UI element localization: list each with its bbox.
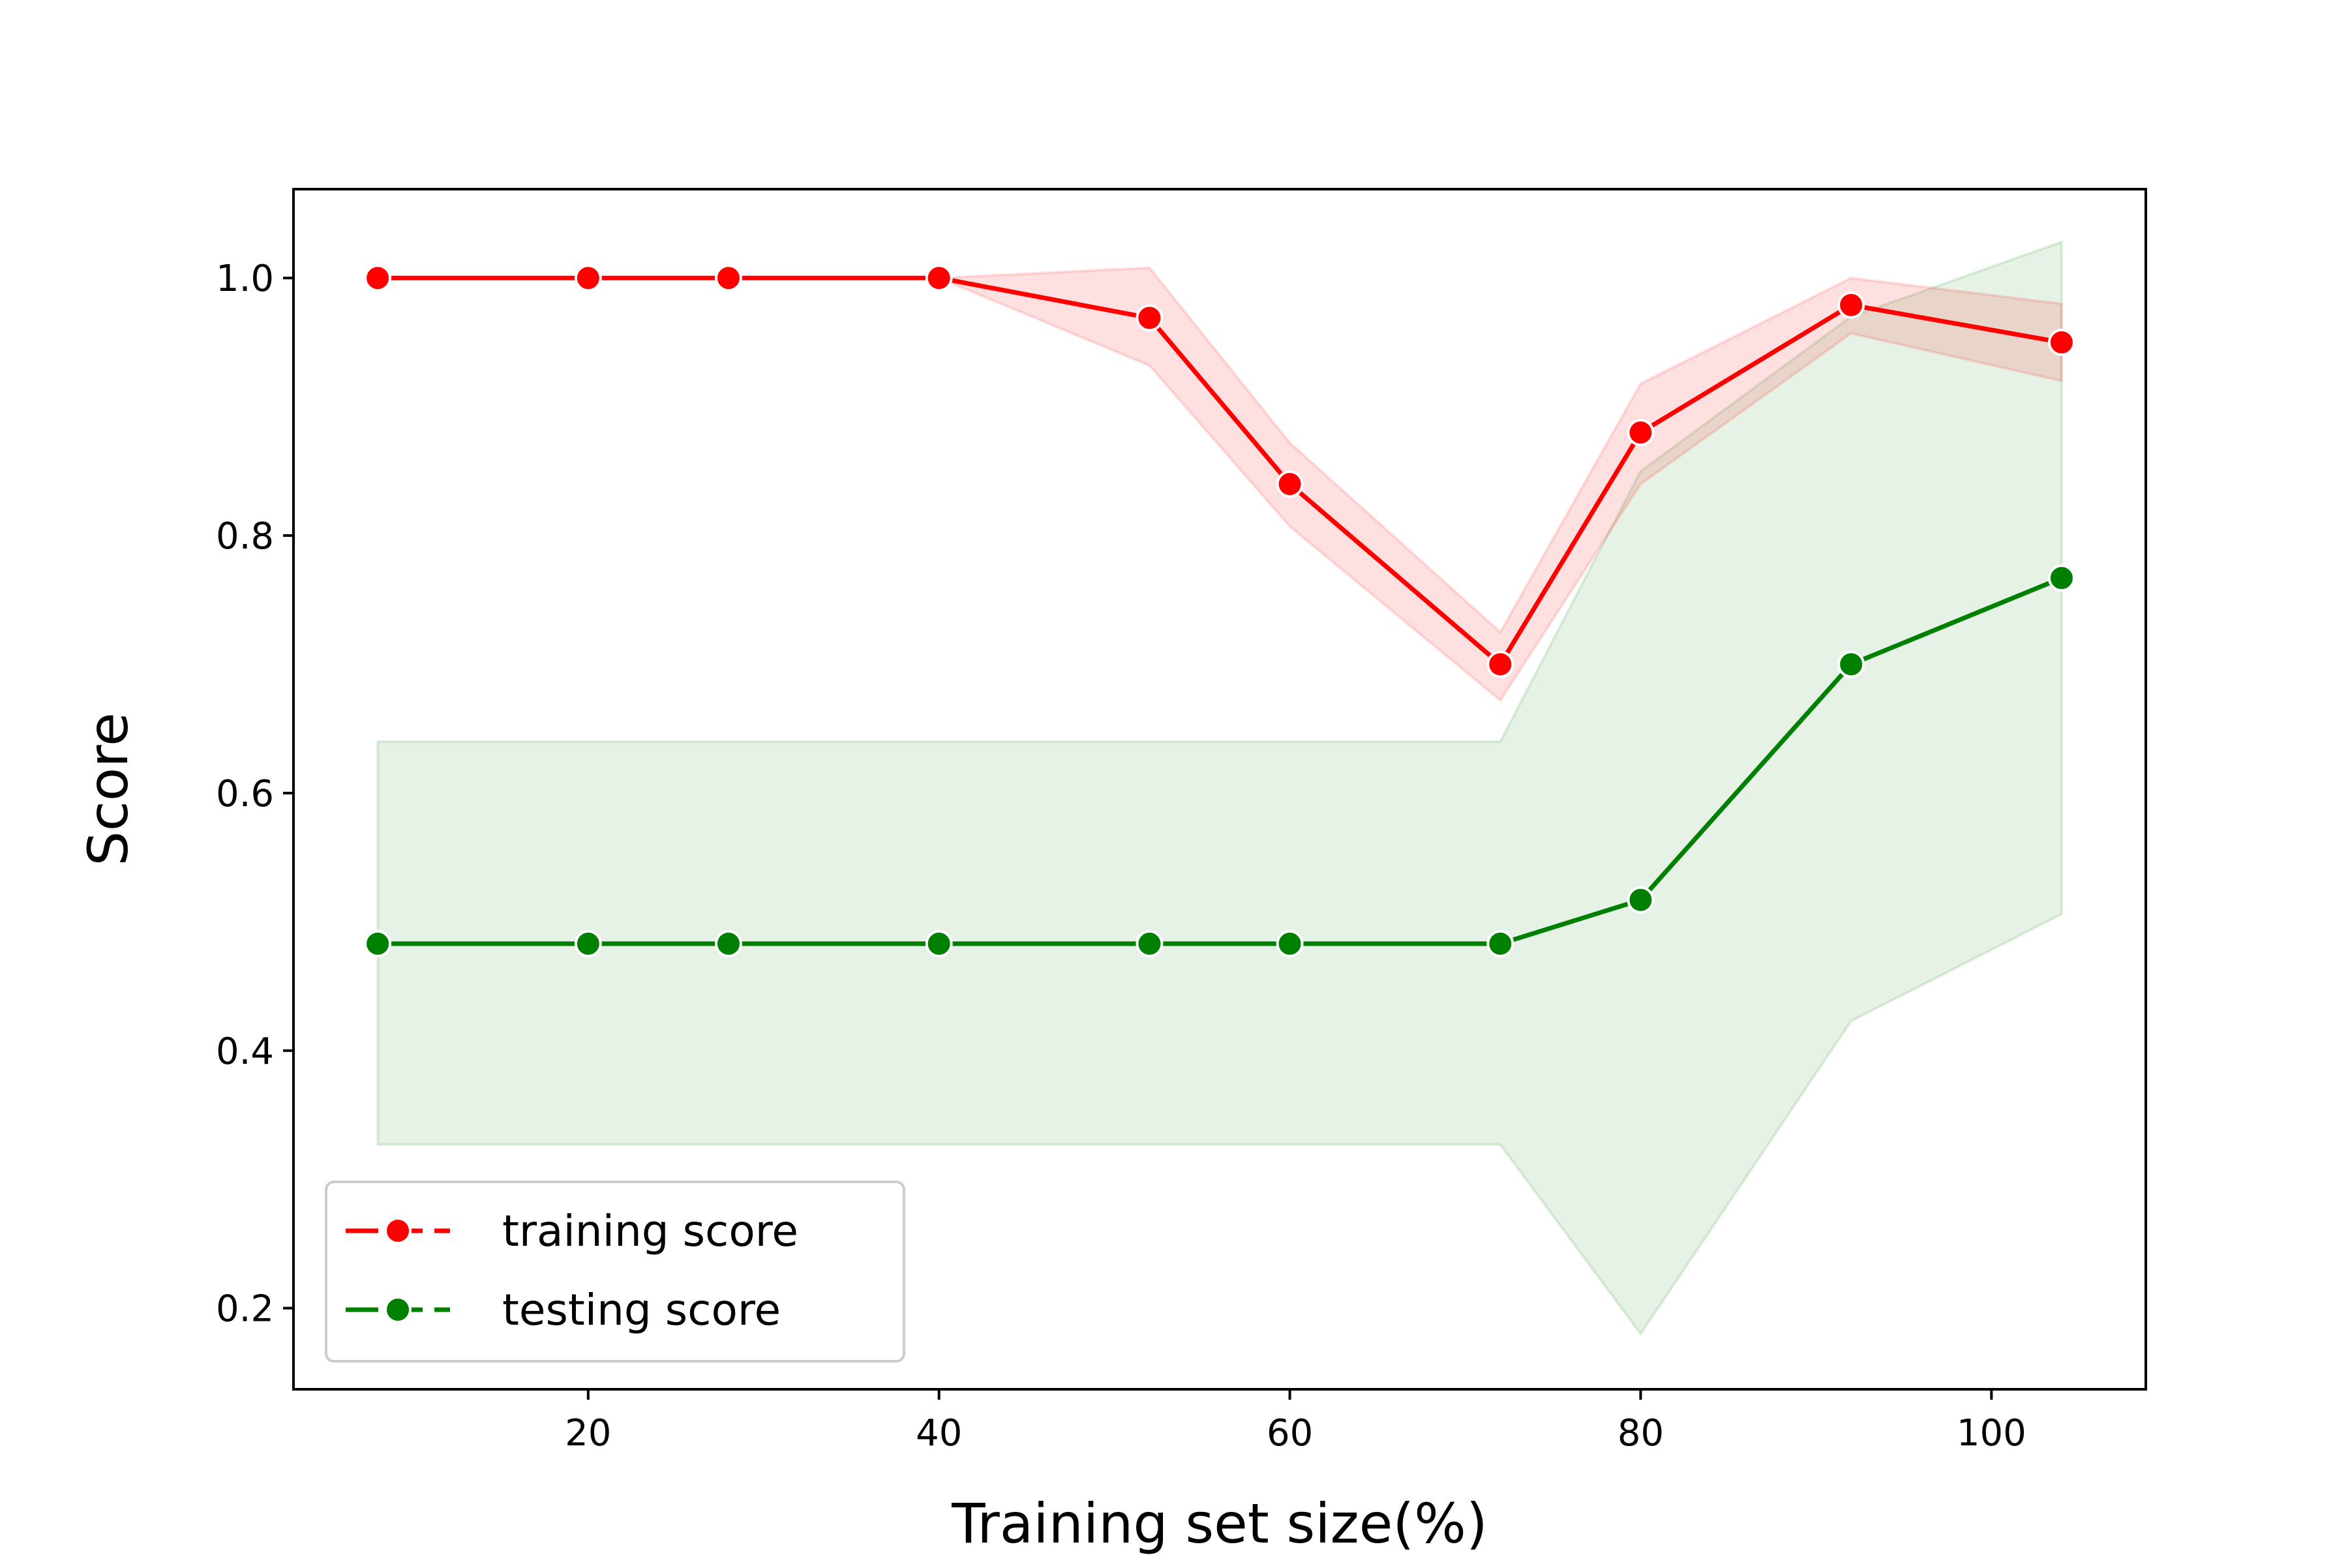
- y-axis-label: Score: [76, 712, 140, 866]
- point-training: [1627, 419, 1655, 447]
- legend-label-testing: testing score: [502, 1285, 781, 1335]
- x-tick-label: 60: [1267, 1412, 1313, 1455]
- point-testing: [1627, 886, 1655, 914]
- point-testing: [1486, 929, 1514, 957]
- x-tick-label: 100: [1957, 1412, 2026, 1455]
- series-markers: [364, 264, 2075, 957]
- point-testing: [364, 929, 392, 957]
- point-training: [364, 264, 392, 292]
- point-testing: [574, 929, 602, 957]
- legend-box: [325, 1181, 905, 1363]
- point-testing: [1276, 929, 1304, 957]
- x-tick-label: 20: [565, 1412, 611, 1455]
- series-lines: [378, 275, 2063, 946]
- point-training: [1486, 650, 1514, 678]
- y-tick-label: 0.8: [216, 515, 274, 558]
- y-tick-label: 0.4: [216, 1031, 274, 1073]
- y-tick-label: 0.2: [216, 1288, 274, 1331]
- line-testing: [378, 575, 2063, 946]
- point-training: [714, 264, 742, 292]
- legend-label-training: training score: [502, 1206, 798, 1256]
- x-axis-label: Training set size(%): [951, 1492, 1487, 1556]
- point-testing: [1136, 929, 1164, 957]
- point-training: [925, 264, 953, 292]
- point-training: [1276, 470, 1304, 498]
- band-testing: [376, 240, 2063, 1336]
- point-training: [2047, 328, 2075, 356]
- legend-marker-testing: [384, 1296, 412, 1323]
- point-testing: [714, 929, 742, 957]
- y-tick-label: 0.6: [216, 773, 274, 815]
- point-training: [574, 264, 602, 292]
- legend-entry-testing: testing score: [346, 1285, 781, 1335]
- point-testing: [925, 929, 953, 957]
- point-testing: [2047, 564, 2075, 592]
- legend-marker-training: [384, 1217, 412, 1244]
- legend: training score testing score: [325, 1181, 905, 1363]
- x-axis-ticks: 20 40 60 80 100: [565, 1389, 2026, 1455]
- line-training: [378, 275, 2062, 667]
- y-tick-label: 1.0: [216, 258, 274, 300]
- point-training: [1136, 304, 1164, 332]
- point-testing: [1837, 650, 1865, 678]
- plot-frame: [292, 188, 2147, 1391]
- x-tick-label: 40: [916, 1412, 962, 1455]
- x-tick-label: 80: [1618, 1412, 1664, 1455]
- y-axis-ticks: 0.2 0.4 0.6 0.8 1.0: [216, 258, 294, 1331]
- point-training: [1837, 291, 1865, 319]
- legend-entry-training: training score: [346, 1206, 798, 1256]
